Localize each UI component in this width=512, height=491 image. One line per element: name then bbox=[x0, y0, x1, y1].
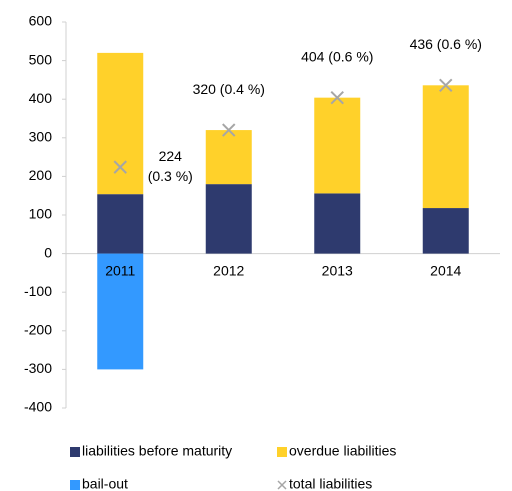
y-tick-label: 500 bbox=[29, 51, 53, 67]
legend-swatch bbox=[70, 447, 80, 457]
data-label: 404 (0.6 %) bbox=[301, 48, 373, 64]
marker bbox=[113, 160, 127, 174]
y-tick-label: 0 bbox=[44, 244, 52, 260]
legend-swatch bbox=[70, 480, 80, 490]
bar bbox=[422, 208, 469, 254]
marker bbox=[439, 78, 453, 93]
legend-swatch bbox=[277, 480, 287, 490]
legend-label: overdue liabilities bbox=[289, 443, 396, 459]
legend-label: total liabilities bbox=[289, 476, 372, 491]
y-tick-label: 400 bbox=[29, 90, 53, 106]
y-tick-label: 600 bbox=[29, 13, 53, 29]
bar bbox=[314, 97, 361, 194]
x-tick-label: 2012 bbox=[213, 262, 244, 278]
data-label: 320 (0.4 %) bbox=[193, 81, 265, 97]
legend-swatch bbox=[277, 447, 287, 457]
bar bbox=[422, 85, 469, 209]
bar bbox=[97, 52, 144, 195]
x-tick-label: 2014 bbox=[430, 262, 461, 278]
bar bbox=[97, 253, 144, 370]
bar bbox=[205, 130, 252, 185]
data-label: 224 (0.3 %) bbox=[148, 148, 193, 184]
y-tick-label: 300 bbox=[29, 129, 53, 145]
marker bbox=[222, 123, 236, 137]
legend-label: bail-out bbox=[82, 476, 128, 491]
legend-label: liabilities before maturity bbox=[82, 443, 232, 459]
x-tick-label: 2013 bbox=[322, 262, 353, 278]
y-tick-label: 100 bbox=[29, 206, 53, 222]
data-label: 436 (0.6 %) bbox=[410, 36, 482, 52]
x-tick-label: 2011 bbox=[105, 262, 135, 278]
bar bbox=[205, 184, 252, 254]
y-tick-label: -100 bbox=[24, 283, 52, 299]
y-tick-label: -200 bbox=[24, 322, 52, 338]
marker bbox=[330, 90, 344, 105]
y-tick-label: 200 bbox=[29, 167, 53, 183]
bar bbox=[314, 193, 361, 254]
bar bbox=[97, 194, 144, 254]
y-tick-label: -300 bbox=[24, 360, 52, 376]
y-tick-label: -400 bbox=[24, 399, 52, 415]
